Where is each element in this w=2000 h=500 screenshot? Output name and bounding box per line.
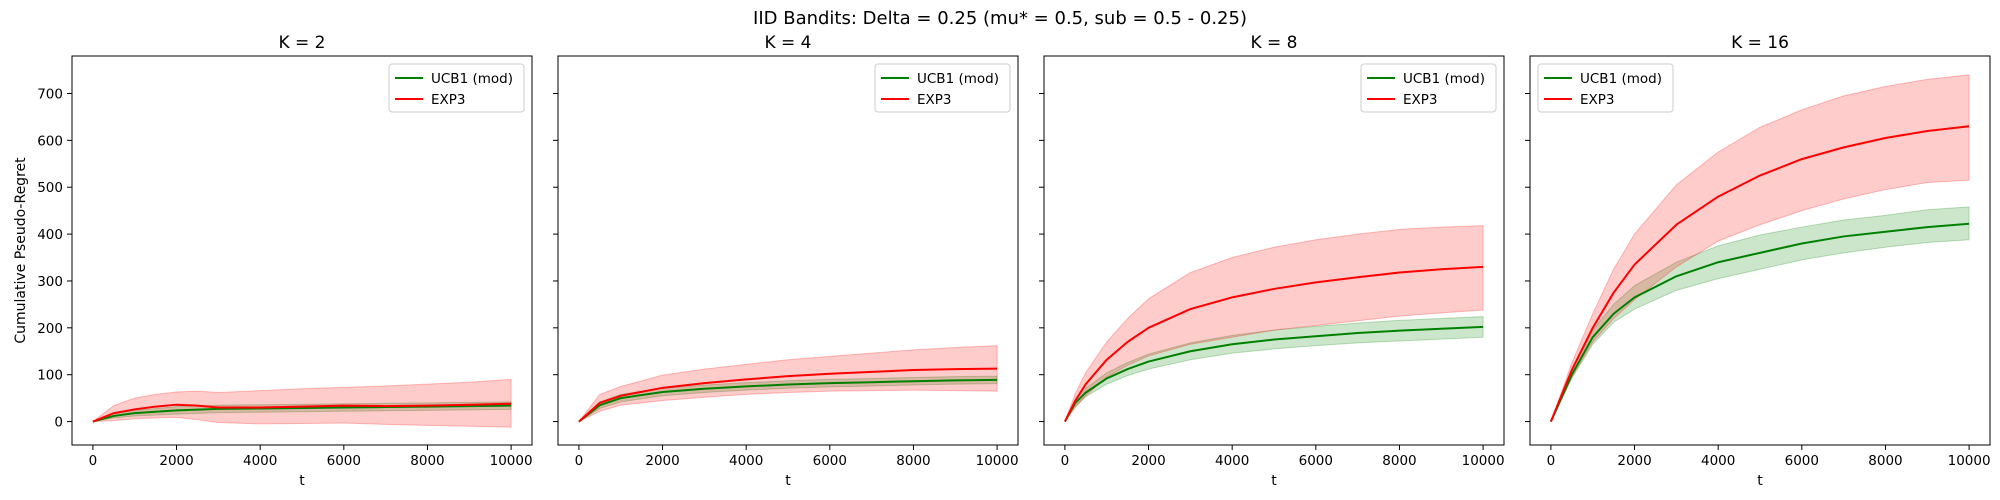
legend-label: UCB1 (mod) [431, 71, 513, 87]
series-line-ucb1 [92, 404, 512, 423]
plot-content [1064, 225, 1484, 423]
confidence-band-exp3 [91, 378, 512, 428]
x-tick-label: 6000 [1785, 453, 1819, 469]
chart-panel-1: 0 2000 4000 6000 8000 10000 0 100 200 300 400 500 60… [13, 33, 533, 489]
legend-label: EXP3 [1403, 92, 1438, 108]
x-tick-label: 0 [1061, 453, 1070, 469]
x-tick-label: 6000 [327, 453, 361, 469]
confidence-band-ucb1 [1550, 206, 1970, 422]
x-tick-label: 10000 [1948, 453, 1991, 469]
y-axis-label: Cumulative Pseudo-Regret [13, 157, 29, 344]
series-line-ucb1 [1064, 325, 1484, 423]
plot-content [91, 378, 512, 428]
x-tick-label: 0 [89, 453, 98, 469]
x-tick-label: 4000 [1701, 453, 1735, 469]
legend-label: UCB1 (mod) [917, 71, 999, 87]
axes-frame [557, 55, 1019, 446]
x-tick-label: 10000 [976, 453, 1019, 469]
series-line-exp3 [578, 367, 998, 423]
y-tick-label: 100 [37, 368, 63, 384]
legend-label: UCB1 (mod) [1403, 71, 1485, 87]
y-tick-label: 300 [37, 274, 63, 290]
plot-area [1530, 56, 1990, 445]
y-tick-label: 200 [37, 321, 63, 337]
x-tick-label: 8000 [410, 453, 444, 469]
x-tick-label: 2000 [1131, 453, 1165, 469]
series-line-ucb1 [578, 378, 998, 423]
panel-title: K = 4 [764, 33, 811, 53]
x-tick-label: 2000 [159, 453, 193, 469]
x-tick-label: 4000 [1215, 453, 1249, 469]
legend: UCB1 (mod) EXP3 [1537, 63, 1674, 113]
plot-area [1044, 56, 1504, 445]
y-tick-label: 500 [37, 180, 63, 196]
x-tick-label: 10000 [490, 453, 533, 469]
legend: UCB1 (mod) EXP3 [1360, 63, 1497, 113]
series-line-exp3 [1064, 265, 1484, 423]
plot-content [578, 345, 998, 423]
panel-title: K = 16 [1731, 33, 1789, 53]
panel-title: K = 2 [278, 33, 325, 53]
legend-label: EXP3 [917, 92, 952, 108]
x-tick-label: 4000 [243, 453, 277, 469]
x-tick-label: 0 [1547, 453, 1556, 469]
x-tick-label: 8000 [1868, 453, 1902, 469]
figure-title: IID Bandits: Delta = 0.25 (mu* = 0.5, su… [753, 8, 1247, 29]
series-line-exp3 [92, 402, 512, 423]
x-tick-label: 0 [575, 453, 584, 469]
chart-panel-3: 0 2000 4000 6000 8000 10000 K = 8 t UCB1 (mod) EX… [1039, 33, 1505, 489]
x-tick-label: 8000 [896, 453, 930, 469]
x-tick-label: 6000 [1299, 453, 1333, 469]
x-tick-label: 4000 [729, 453, 763, 469]
chart-panels: 0 2000 4000 6000 8000 10000010020030040050060… [13, 33, 1991, 489]
panel-title: K = 8 [1250, 33, 1297, 53]
chart-panel-2: 0 2000 4000 6000 8000 10000 K = 4 t UCB1 (mod) EX… [553, 33, 1019, 489]
legend-label: EXP3 [431, 92, 466, 108]
plot-area [72, 56, 532, 445]
y-tick-label: 700 [37, 86, 63, 102]
x-tick-label: 6000 [813, 453, 847, 469]
x-tick-label: 10000 [1462, 453, 1505, 469]
legend: UCB1 (mod) EXP3 [874, 63, 1011, 113]
x-tick-label: 2000 [645, 453, 679, 469]
axes-frame [1529, 55, 1991, 446]
series-line-ucb1 [1549, 222, 1970, 422]
y-tick-label: 400 [37, 227, 63, 243]
x-axis-label: t [785, 473, 791, 489]
legend-label: UCB1 (mod) [1580, 71, 1662, 87]
legend: UCB1 (mod) EXP3 [388, 63, 525, 113]
series-line-exp3 [1549, 125, 1970, 422]
x-axis-label: t [1757, 473, 1763, 489]
chart-panel-4: 0 2000 4000 6000 8000 10000 K = 16 t UCB1 (mod) E… [1525, 33, 1991, 489]
plot-content [1549, 74, 1970, 422]
axes-frame [71, 55, 533, 446]
y-tick-label: 0 [54, 415, 63, 431]
x-tick-label: 2000 [1617, 453, 1651, 469]
axes-frame [1043, 55, 1505, 446]
legend-label: EXP3 [1580, 92, 1615, 108]
y-tick-label: 600 [37, 133, 63, 149]
x-axis-label: t [1271, 473, 1277, 489]
x-axis-label: t [299, 473, 305, 489]
x-tick-label: 8000 [1382, 453, 1416, 469]
